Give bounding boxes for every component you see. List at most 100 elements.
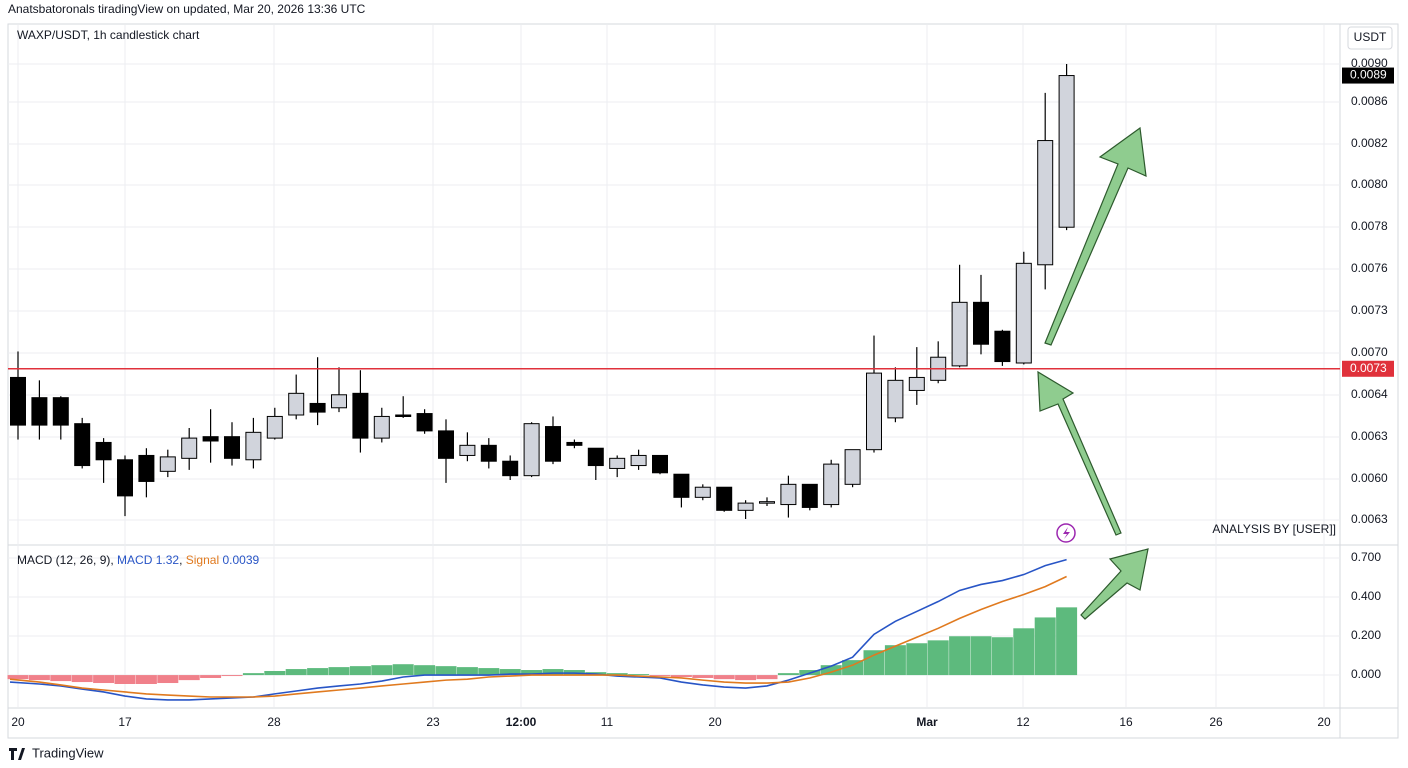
alert-icon[interactable] <box>1056 523 1076 543</box>
candle-body <box>844 449 861 485</box>
candle-body <box>737 502 754 511</box>
logo-mark <box>9 748 25 760</box>
macd-title: MACD (12, 26, 9), <box>17 553 114 567</box>
histogram-bar <box>307 668 329 676</box>
histogram-bar <box>949 636 971 676</box>
candle-body <box>159 456 176 472</box>
histogram-bar <box>157 675 179 684</box>
legend-value: 1.32 <box>156 553 180 567</box>
y-tick-label: 0.0082 <box>1351 136 1388 150</box>
histogram-bar <box>50 675 72 682</box>
alert-bolt[interactable] <box>1063 527 1070 539</box>
histogram-bar <box>970 636 992 676</box>
histogram-bar <box>606 673 628 676</box>
candle-body <box>52 397 69 426</box>
histogram-bar <box>7 675 29 680</box>
histogram-bar <box>499 669 521 676</box>
candle-body <box>652 454 668 474</box>
support-label-box <box>1342 360 1394 377</box>
y-tick-label: 0.0060 <box>1351 471 1388 485</box>
candle-body <box>10 376 26 426</box>
histogram-bar <box>777 673 799 676</box>
x-tick-label: 12 <box>1016 715 1030 729</box>
histogram-bar <box>285 669 307 676</box>
last-price-label: 0.0089 <box>1350 68 1387 82</box>
candle-body <box>994 330 1011 363</box>
candle-body <box>780 483 797 506</box>
x-tick-label: 23 <box>426 715 440 729</box>
macd-line <box>9 575 1067 698</box>
candle-body <box>31 397 48 426</box>
histogram-bar <box>1056 607 1078 676</box>
histogram-bar <box>414 665 436 676</box>
x-tick-label: 28 <box>267 715 281 729</box>
candle-body <box>866 372 882 451</box>
x-tick-label: Mar <box>916 715 938 729</box>
histogram-bar <box>200 675 222 678</box>
macd-legend: MACD (12, 26, 9), MACD 1.32, Signal 0.00… <box>17 553 259 567</box>
candle-body <box>416 413 433 432</box>
histogram-bar <box>884 645 906 676</box>
x-tick-label: 17 <box>118 715 132 729</box>
candle-body <box>545 426 561 462</box>
candle-body <box>202 436 219 442</box>
currency-button[interactable] <box>1347 26 1393 50</box>
histogram-bar <box>456 667 478 676</box>
y-tick-label: 0.400 <box>1351 589 1381 603</box>
histogram-bar <box>28 675 50 681</box>
histogram-bar <box>521 670 543 676</box>
histogram-bar <box>842 660 864 676</box>
y-tick-label: 0.0076 <box>1351 261 1388 275</box>
candle-body <box>1037 140 1054 266</box>
histogram-bar <box>478 668 500 676</box>
y-tick-label: 0.200 <box>1351 628 1381 642</box>
candle-body <box>480 444 497 462</box>
histogram-bar <box>692 675 714 678</box>
histogram-bar <box>542 669 564 676</box>
histogram-bar <box>735 675 757 681</box>
histogram-bar <box>756 675 778 680</box>
candle-body <box>716 486 733 511</box>
candle-body <box>373 415 390 439</box>
histogram-bar <box>328 667 350 676</box>
arrow <box>1080 548 1149 620</box>
logo: TradingView <box>9 745 104 760</box>
histogram-bar <box>927 640 949 676</box>
x-tick-label: 12:00 <box>506 715 537 729</box>
histogram-bar <box>628 674 650 676</box>
histogram-bar <box>371 665 393 676</box>
legend-name: Signal <box>186 553 219 567</box>
candle-body <box>266 415 283 439</box>
histogram-bar <box>264 670 286 676</box>
candle-body <box>587 447 604 467</box>
candle-body <box>694 486 711 498</box>
candle-body <box>609 457 626 469</box>
macd-line <box>9 558 1067 701</box>
x-tick-label: 20 <box>708 715 722 729</box>
marks <box>7 64 1340 701</box>
histogram-bar <box>71 675 93 683</box>
chart-title: WAXP/USDT, 1h candlestick chart <box>17 28 200 42</box>
y-tick-label: 0.700 <box>1351 550 1381 564</box>
x-tick-label: 26 <box>1209 715 1223 729</box>
candle-body <box>288 392 305 416</box>
histogram-bar <box>221 675 243 677</box>
currency[interactable]: USDT <box>1354 30 1387 44</box>
y-tick-label: 0.000 <box>1351 667 1381 681</box>
candle-body <box>245 431 262 461</box>
candle-body <box>438 430 454 459</box>
footer: TradingView <box>32 745 104 760</box>
candle-body <box>1015 262 1032 364</box>
histogram-bar <box>178 675 200 681</box>
candle-body <box>823 463 840 506</box>
attribution: Anatsbatoronals tiradingView on updated,… <box>8 2 366 16</box>
candle-body <box>887 379 904 419</box>
histogram-bar <box>114 675 136 684</box>
candle-body <box>309 402 326 413</box>
candle-body <box>117 459 133 497</box>
y-tick-label: 0.0078 <box>1351 219 1388 233</box>
histogram-bar <box>670 675 692 678</box>
candle-body <box>395 414 412 417</box>
candle-body <box>181 437 198 459</box>
